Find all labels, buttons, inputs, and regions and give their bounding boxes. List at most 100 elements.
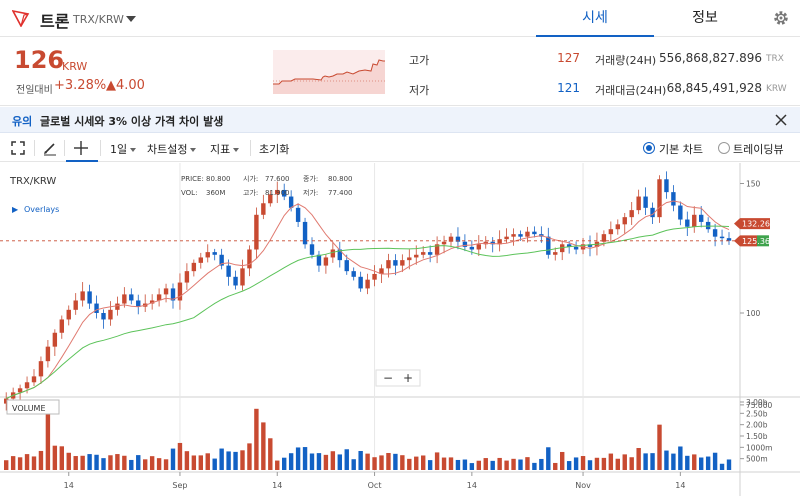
volume-bar <box>282 457 287 470</box>
gear-icon[interactable] <box>772 9 790 27</box>
candle-body <box>330 249 336 258</box>
toolbar-divider <box>34 140 35 156</box>
high-value: 127 <box>557 51 580 65</box>
volume-bar <box>4 460 9 470</box>
overlays-toggle[interactable]: ▶ <box>12 205 19 214</box>
volume-bar <box>532 462 537 470</box>
volume-bar <box>560 451 565 470</box>
candle-body <box>427 252 433 255</box>
volume-bar <box>483 458 488 470</box>
zoom-out-button[interactable]: − <box>383 371 393 385</box>
coin-name: 트론 <box>40 12 70 31</box>
top-bar: 트론 TRX/KRW 시세 정보 <box>0 0 800 37</box>
volume-bar <box>101 458 106 470</box>
fullscreen-icon[interactable] <box>10 140 26 156</box>
volume-bar <box>601 457 607 470</box>
candle-body <box>532 231 537 235</box>
interval-select[interactable]: 1일 <box>110 141 137 157</box>
trading-view-label[interactable]: 트레이딩뷰 <box>733 143 784 156</box>
volume-bar <box>490 460 495 470</box>
price-axis-label: 100 <box>746 309 761 318</box>
volume-bar <box>163 459 169 470</box>
volume-bar <box>358 450 363 470</box>
pencil-icon[interactable] <box>42 140 58 156</box>
volume-bar <box>288 453 294 470</box>
candle-body <box>393 260 398 266</box>
candle-body <box>344 260 349 272</box>
candle-body <box>94 303 99 313</box>
volume-label: VOLUME <box>12 404 46 413</box>
basic-chart-label[interactable]: 기본 차트 <box>659 143 703 156</box>
volume-bar <box>351 459 356 470</box>
candle-body <box>671 192 676 206</box>
notice-text: 글로벌 시세와 3% 이상 가격 차이 발생 <box>40 115 224 128</box>
candle-body <box>226 265 231 277</box>
candle-body <box>497 239 502 245</box>
low-value: 121 <box>557 81 580 95</box>
volume-bar <box>149 456 155 470</box>
overlays-label[interactable]: Overlays <box>24 205 59 214</box>
volume-axis: 3.00b 2.50b 2.00b 1.50b 1000m 500m <box>740 398 772 464</box>
volume-bar <box>316 453 322 470</box>
candle-body <box>622 217 627 225</box>
volume-bar <box>580 456 586 470</box>
candle-body <box>601 234 607 242</box>
volume-bar <box>678 446 683 470</box>
close-icon[interactable] <box>774 113 788 127</box>
price-axis-label: 75.000 <box>746 401 772 410</box>
price-unit: KRW <box>62 60 88 73</box>
candle-body <box>566 244 572 247</box>
volume-bar <box>566 461 572 470</box>
volume-bar <box>553 462 558 470</box>
reset-button[interactable]: 초기화 <box>259 143 290 156</box>
candle-body <box>615 224 620 230</box>
candle-body <box>712 229 718 237</box>
volume-bar <box>455 459 461 470</box>
volume-bar <box>365 453 370 470</box>
candle-body <box>608 229 614 235</box>
candle-body <box>469 246 475 250</box>
volume-bar <box>261 422 266 470</box>
volume-bar <box>66 452 71 470</box>
change-rate: +3.28% <box>54 78 107 93</box>
candle-body <box>129 294 134 301</box>
candlestick-chart[interactable]: TRX/KRW ▶ Overlays PRICE: 80.800 시가: 77.… <box>0 163 800 496</box>
value-24h-value: 68,845,491,928 <box>666 81 762 95</box>
tab-quote[interactable]: 시세 <box>536 0 654 37</box>
candle-body <box>455 236 461 242</box>
volume-bar <box>434 452 440 470</box>
volume-bars <box>4 404 732 470</box>
candle-body <box>719 236 725 239</box>
volume-bar <box>302 447 308 470</box>
zoom-controls: − + <box>375 369 421 387</box>
candle-body <box>163 288 169 295</box>
low-label: 저가 <box>409 84 430 97</box>
time-axis-label: 14 <box>675 481 685 490</box>
candle-body <box>636 196 641 211</box>
volume-bar <box>518 459 523 470</box>
price-axis: 150 100 75.000 <box>740 180 772 410</box>
candle-body <box>73 300 78 310</box>
zoom-in-button[interactable]: + <box>403 371 413 385</box>
change-label: 전일대비 <box>16 85 53 96</box>
volume-axis-label: 2.50b <box>746 409 768 418</box>
candle-body <box>45 346 51 362</box>
chevron-down-icon[interactable] <box>126 16 136 22</box>
basic-chart-radio[interactable] <box>643 142 655 154</box>
volume-bar <box>671 453 676 470</box>
moving-average-short <box>5 200 730 400</box>
volume-bar <box>539 458 544 470</box>
volume-bar <box>24 454 30 470</box>
candle-body <box>525 231 530 237</box>
volume-bar <box>247 443 252 470</box>
trading-view-radio[interactable] <box>718 142 730 154</box>
tab-info[interactable]: 정보 <box>692 10 718 26</box>
volume-bar <box>115 454 120 470</box>
candle-body <box>726 238 732 241</box>
candle-body <box>573 246 579 250</box>
volume-bar <box>240 450 245 470</box>
crosshair-icon[interactable] <box>73 140 89 156</box>
chart-settings-select[interactable]: 차트설정 <box>147 141 197 157</box>
candle-body <box>261 203 266 215</box>
indicators-select[interactable]: 지표 <box>210 141 240 157</box>
